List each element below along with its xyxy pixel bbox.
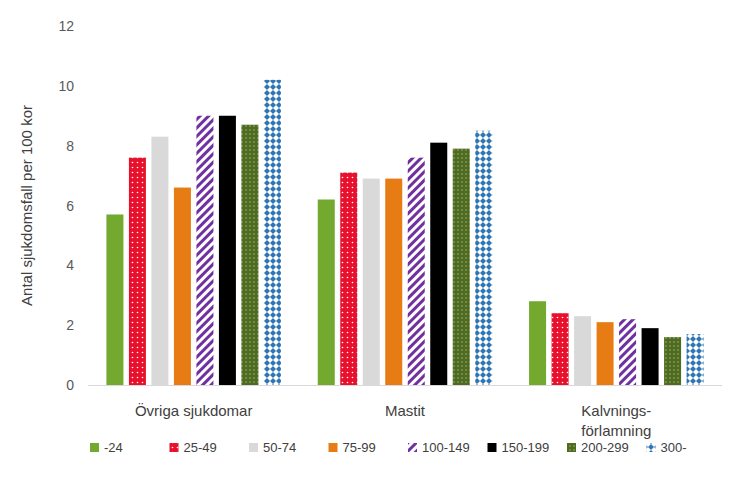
legend-swatch (567, 443, 576, 452)
bar (196, 116, 213, 385)
y-tick-label: 4 (66, 257, 74, 273)
legend-label: 75-99 (343, 440, 376, 455)
legend-label: 150-199 (502, 440, 550, 455)
bar (430, 143, 447, 385)
legend-swatch (90, 443, 99, 452)
x-axis-line (88, 385, 722, 386)
bar (475, 131, 492, 385)
bar (574, 316, 591, 385)
chart-container: 0 2 4 6 8 10 12 Antal sjukdomsfall per 100 kor Ö… (0, 0, 739, 488)
bar (318, 200, 335, 385)
y-tick-label: 2 (66, 317, 74, 333)
legend-swatch (249, 443, 258, 452)
bar (385, 179, 402, 385)
legend-swatch (329, 443, 338, 452)
x-tick-label: Kalvnings-förlamning (581, 402, 651, 439)
chart: 0 2 4 6 8 10 12 Antal sjukdomsfall per 100 kor Ö… (0, 0, 739, 488)
bar (241, 125, 258, 385)
y-axis-label: Antal sjukdomsfall per 100 kor (18, 105, 35, 306)
bar (597, 322, 614, 385)
bar (552, 313, 569, 385)
bar (642, 328, 659, 385)
x-tick-label: Övriga sjukdomar (135, 402, 253, 419)
y-tick-label: 6 (66, 198, 74, 214)
bar (264, 80, 281, 385)
bar (664, 337, 681, 385)
bar (408, 158, 425, 385)
bar (129, 158, 146, 385)
bar (619, 319, 636, 385)
bar (529, 301, 546, 385)
bar (363, 179, 380, 385)
bar (340, 173, 357, 385)
legend-label: 50-74 (263, 440, 296, 455)
x-tick-label: Mastit (385, 402, 426, 419)
legend-swatch (170, 443, 179, 452)
legend-swatch (408, 443, 417, 452)
bar (106, 214, 123, 385)
bar (453, 149, 470, 385)
y-tick-label: 12 (58, 18, 74, 34)
y-tick-label: 8 (66, 138, 74, 154)
legend-swatch (647, 443, 656, 452)
legend-label: 100-149 (422, 440, 470, 455)
bar (151, 137, 168, 385)
y-tick-label: 10 (58, 78, 74, 94)
bar (687, 334, 704, 385)
bar (219, 116, 236, 385)
y-tick-label: 0 (66, 377, 74, 393)
legend-swatch (488, 443, 497, 452)
legend-label: 300- (661, 440, 687, 455)
bars (106, 80, 703, 385)
bar (174, 188, 191, 385)
legend-label: 25-49 (184, 440, 217, 455)
legend-label: 200-299 (581, 440, 629, 455)
legend-label: -24 (104, 440, 123, 455)
